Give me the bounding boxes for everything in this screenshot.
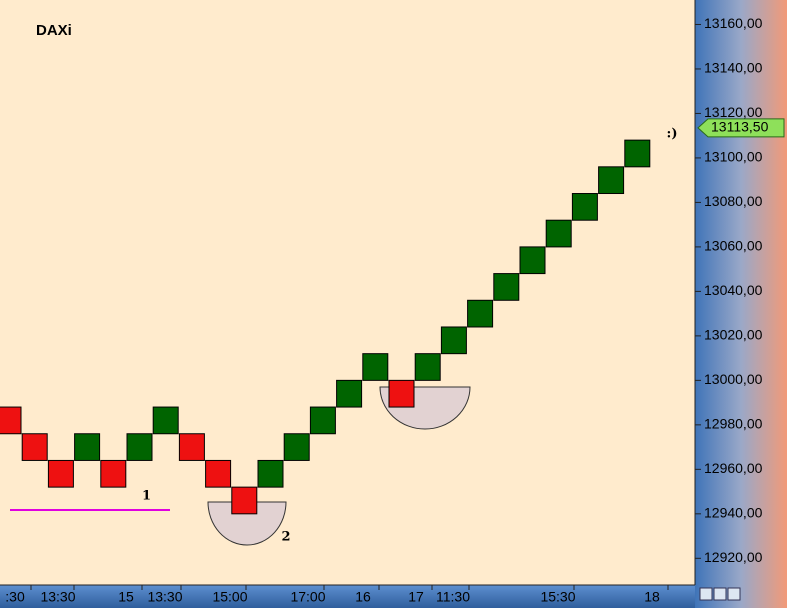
brick (388, 379, 415, 408)
x-tick-label: 15 (118, 589, 134, 605)
brick (571, 193, 598, 221)
brick (126, 433, 153, 461)
x-tick-label: 18 (644, 589, 660, 605)
price-marker (697, 118, 785, 138)
annotation: 2 (281, 530, 290, 545)
y-tick-label: 13080,00 (704, 193, 763, 209)
brick (152, 406, 179, 435)
y-tick-label: 13040,00 (704, 282, 763, 298)
brick (467, 299, 494, 328)
brick (440, 326, 467, 355)
x-tick-label: 13:30 (147, 589, 182, 605)
icon[interactable] (713, 587, 727, 601)
y-tick-label: 13140,00 (704, 60, 763, 76)
annotation: :) (667, 127, 678, 142)
brick (74, 433, 101, 461)
y-tick-label: 13100,00 (704, 149, 763, 165)
x-tick-label: 17:00 (290, 589, 325, 605)
brick (257, 459, 284, 488)
brick (47, 459, 74, 488)
icon[interactable] (699, 587, 713, 601)
y-tick-label: 13060,00 (704, 238, 763, 254)
brick (624, 139, 651, 168)
y-tick-label: 13120,00 (704, 104, 763, 120)
annotation: 1 (142, 489, 151, 504)
brick (336, 379, 363, 408)
brick (414, 353, 441, 381)
x-axis-panel (0, 585, 695, 608)
brick (205, 459, 232, 488)
brick (0, 406, 22, 435)
brick (362, 353, 389, 381)
icon[interactable] (727, 587, 741, 601)
brick (519, 246, 546, 275)
brick (21, 433, 48, 461)
y-tick-label: 13020,00 (704, 327, 763, 343)
chart-title: DAXi (36, 22, 72, 39)
brick (283, 433, 310, 461)
y-tick-label: 13000,00 (704, 371, 763, 387)
brick (493, 273, 520, 301)
plot-area (0, 0, 695, 585)
brick (100, 459, 127, 488)
brick (545, 219, 572, 248)
x-tick-label: 15:00 (212, 589, 247, 605)
y-tick-label: 13160,00 (704, 15, 763, 31)
x-tick-label: :30 (5, 589, 25, 605)
highlight-arc (207, 501, 287, 546)
y-tick-label: 12980,00 (704, 416, 763, 432)
x-tick-label: 11:30 (436, 589, 470, 605)
brick (309, 406, 336, 435)
x-tick-label: 16 (355, 589, 371, 605)
x-tick-label: 17 (408, 589, 424, 605)
price-label: 13113,50 (711, 119, 769, 135)
x-tick-label: 15:30 (540, 589, 575, 605)
brick (598, 166, 625, 195)
brick (231, 486, 258, 515)
y-axis-panel (695, 0, 787, 608)
y-tick-label: 12920,00 (704, 549, 763, 565)
y-tick-label: 12960,00 (704, 460, 763, 476)
y-tick-label: 12940,00 (704, 505, 763, 521)
brick (178, 433, 205, 461)
toolbar-icons (699, 587, 741, 601)
x-tick-label: 13:30 (40, 589, 75, 605)
